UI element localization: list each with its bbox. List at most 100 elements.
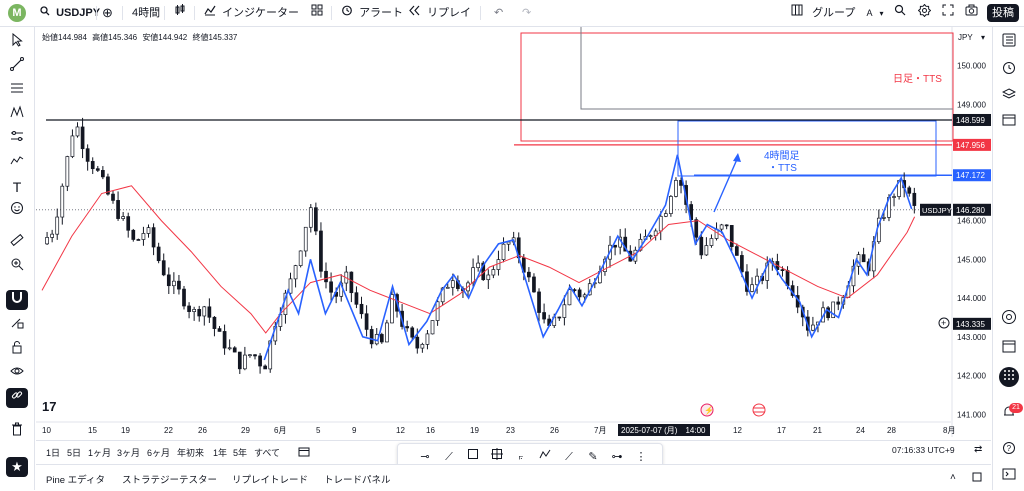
vertical-line-icon[interactable]: ⋮ <box>635 451 647 463</box>
link-icon[interactable] <box>6 388 28 408</box>
tab-trade-panel[interactable]: トレードパネル <box>324 475 391 486</box>
range-1y[interactable]: 1年 <box>213 448 228 458</box>
trash-icon[interactable] <box>6 422 28 442</box>
range-5y[interactable]: 5年 <box>233 448 248 458</box>
bottom-panel-tabs: Pine エディタ ストラテジーテスター リプレイトレード トレードパネル ˄ <box>36 464 991 491</box>
polyline-icon[interactable] <box>536 448 554 466</box>
candle-body <box>577 289 582 298</box>
settings-gear-icon[interactable] <box>917 3 932 22</box>
tab-pine-editor[interactable]: Pine エディタ <box>46 475 105 486</box>
price-chart[interactable]: 150.000 149.000 146.000 145.000 144.000 143.0… <box>36 27 991 437</box>
alerts-clock-icon[interactable] <box>999 61 1019 81</box>
indicators-button[interactable]: インジケーター <box>204 4 299 22</box>
ruler-icon[interactable] <box>6 233 28 253</box>
candle-body <box>390 294 394 324</box>
lock-drawings-icon[interactable] <box>6 315 28 335</box>
redo-icon[interactable]: ↷ <box>522 7 532 19</box>
alert-button[interactable]: アラート <box>341 4 403 22</box>
moving-average-line[interactable] <box>41 185 916 334</box>
price-level-label: 143.335 <box>956 320 985 329</box>
eye-icon[interactable] <box>6 364 28 384</box>
currency-label[interactable]: JPY <box>958 33 973 42</box>
quick-search-icon[interactable] <box>894 4 906 22</box>
chart-settings-icon[interactable]: ⇄ <box>974 444 983 455</box>
zoom-in-icon[interactable] <box>6 257 28 277</box>
horizontal-line-icon[interactable]: ⊶ <box>611 451 623 463</box>
help-icon[interactable]: ? <box>999 441 1019 461</box>
rectangle-icon[interactable] <box>464 448 482 466</box>
trend-line-icon[interactable]: ⟋ <box>445 451 453 463</box>
pine-code-icon[interactable] <box>999 467 1019 487</box>
layouts-grid-icon[interactable] <box>311 4 323 22</box>
post-button[interactable]: 投稿 <box>987 4 1019 22</box>
fullscreen-icon[interactable] <box>942 4 954 22</box>
symbol-search[interactable]: USDJPY <box>40 4 100 22</box>
ray-icon[interactable]: ⟋ <box>565 451 573 463</box>
lock-icon[interactable] <box>6 340 28 360</box>
candle-body <box>319 230 323 272</box>
swing-trend-line[interactable] <box>263 154 913 361</box>
goto-date-icon[interactable] <box>298 446 310 459</box>
range-1m[interactable]: 1ヶ月 <box>88 448 112 458</box>
tradingview-logo[interactable]: 17 <box>42 399 56 414</box>
price-tick-label: 145.000 <box>957 255 986 264</box>
watchlist-icon[interactable] <box>999 33 1019 53</box>
compare-add-icon[interactable]: ⊕ <box>102 5 113 20</box>
collapse-panel-icon[interactable]: ˄ <box>950 472 956 483</box>
horizontal-ray-icon[interactable]: ⊸ <box>420 451 430 463</box>
emoji-icon[interactable] <box>6 201 28 221</box>
pattern-icon[interactable] <box>6 105 28 125</box>
dividend-event-icon[interactable] <box>700 403 714 417</box>
crosshair-box-icon[interactable] <box>488 448 506 466</box>
candle-body <box>308 207 313 228</box>
range-ytd[interactable]: 年初来 <box>177 448 205 458</box>
candle-type-icon[interactable] <box>174 4 186 22</box>
us-flag-event-icon[interactable] <box>752 403 766 417</box>
layers-icon[interactable] <box>999 87 1019 107</box>
price-axis[interactable]: 150.000 149.000 146.000 145.000 144.000 143.0… <box>951 27 986 437</box>
daily-range-line[interactable] <box>580 27 953 110</box>
undo-icon[interactable]: ↶ <box>494 7 504 19</box>
tab-replay-trade[interactable]: リプレイトレード <box>232 475 309 486</box>
maximize-panel-icon[interactable] <box>972 472 982 485</box>
interval-selector[interactable]: 4時間 <box>132 7 161 19</box>
apps-grid-icon[interactable] <box>999 367 1019 387</box>
range-5d[interactable]: 5日 <box>67 448 82 458</box>
daily-tts-box[interactable] <box>520 32 954 142</box>
notification-badge: 21 <box>1009 403 1023 413</box>
range-6m[interactable]: 6ヶ月 <box>147 448 171 458</box>
candle-body <box>450 280 455 288</box>
fib-retracement-icon[interactable] <box>6 81 28 101</box>
time-axis[interactable]: 10 15 19 22 26 29 6月 5 9 12 16 19 23 26 7月 2025-07-07 (… <box>42 424 955 436</box>
forecast-arrow[interactable] <box>713 156 739 213</box>
camera-icon[interactable] <box>965 4 978 22</box>
magnet-icon[interactable] <box>6 290 28 310</box>
user-avatar[interactable]: M <box>8 4 26 22</box>
range-all[interactable]: すべて <box>254 448 281 458</box>
star-icon[interactable]: ★ <box>6 457 28 477</box>
brush-icon[interactable] <box>6 153 28 173</box>
h4-tts-box[interactable] <box>677 120 937 177</box>
trend-line-icon[interactable] <box>6 57 28 77</box>
data-window-icon[interactable] <box>999 113 1019 133</box>
calendar-icon[interactable] <box>999 339 1019 359</box>
range-3m[interactable]: 3ヶ月 <box>117 448 141 458</box>
add-alert-plus-icon[interactable] <box>938 317 950 329</box>
range-1d[interactable]: 1日 <box>46 448 61 458</box>
chart-area[interactable]: 150.000 149.000 146.000 145.000 144.000 143.0… <box>36 27 991 437</box>
clock-timezone[interactable]: 07:16:33 UTC+9 <box>892 445 955 455</box>
cursor-icon[interactable] <box>6 32 28 53</box>
candle-body <box>826 307 830 319</box>
prediction-icon[interactable] <box>6 129 28 149</box>
brush-icon[interactable]: ✎ <box>588 451 598 463</box>
text-icon[interactable]: T <box>12 179 22 195</box>
candle-body <box>425 333 430 345</box>
hotlist-target-icon[interactable] <box>999 309 1019 329</box>
time-tick-label: 28 <box>887 426 896 435</box>
group-button[interactable]: グループ A ▾ <box>791 4 884 22</box>
tab-strategy-tester[interactable]: ストラテジーテスター <box>122 475 218 486</box>
path-icon[interactable]: ⟔ <box>518 451 524 463</box>
alert-label: アラート <box>359 7 404 19</box>
chevron-down-icon: ▾ <box>981 33 985 42</box>
replay-button[interactable]: リプレイ <box>408 4 471 22</box>
